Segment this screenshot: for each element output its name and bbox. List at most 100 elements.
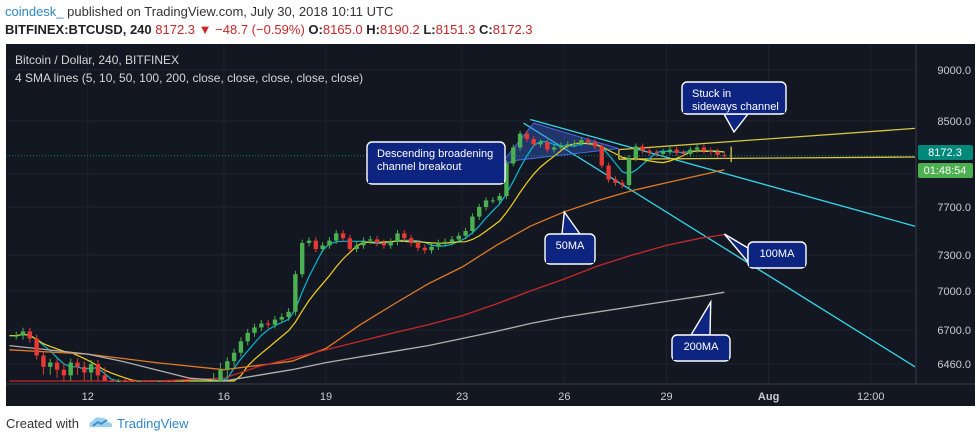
candle-body (334, 233, 339, 241)
candle-body (48, 362, 53, 367)
candle-body (667, 149, 673, 152)
candle-body (402, 233, 407, 239)
candle-body (654, 152, 659, 154)
candle-body (95, 364, 101, 376)
candle-body (27, 331, 33, 339)
candle-body (20, 331, 26, 336)
candle-body (688, 149, 693, 154)
y-tick-label: 7700.0 (937, 202, 971, 214)
candle-body (660, 151, 666, 154)
candle-body (129, 381, 135, 382)
candle-body (483, 200, 489, 207)
channel-lines (498, 118, 916, 368)
candle-body (41, 355, 46, 367)
candle-body (429, 246, 434, 251)
ma100-callout-cover (749, 254, 805, 267)
candle-body (306, 240, 312, 243)
candle-body (265, 323, 271, 325)
candle-body (408, 238, 414, 243)
x-tick-label: 29 (660, 391, 672, 403)
candle-body (708, 150, 713, 152)
y-tick-label: 8500.0 (937, 116, 971, 128)
sma-200-line (9, 291, 725, 382)
candle-body (415, 243, 421, 248)
breakout-callout-text: Descending broadening (377, 148, 493, 160)
candle-body (102, 375, 107, 381)
quote-line: BITFINEX:BTCUSD, 240 8172.3 ▼ −48.7 (−0.… (5, 22, 533, 37)
candle-body (715, 151, 720, 155)
candle-body (197, 381, 203, 382)
broadening-lower-line (523, 122, 916, 368)
candle-body (286, 311, 291, 317)
candle-body (313, 240, 319, 249)
candle-body (299, 243, 305, 275)
candle-body (109, 381, 114, 382)
last-price-badge: 8172.3 (928, 147, 962, 159)
sideways-upper-line (618, 127, 916, 151)
stuck-callout-text: Stuck in (692, 88, 731, 100)
candle-body (640, 146, 645, 151)
y-tick-label: 7000.0 (937, 286, 971, 298)
chart-panel[interactable]: Descending broadening channel breakout Stu… (6, 44, 975, 406)
sma-lines (9, 140, 725, 382)
y-tick-label: 9000.0 (937, 65, 971, 77)
candle-body (170, 381, 176, 382)
candle-body (122, 381, 128, 382)
candle-body (545, 142, 550, 150)
publish-line: coindesk_ published on TradingView.com, … (5, 4, 393, 19)
candle-body (204, 381, 210, 382)
candle-body (674, 149, 679, 153)
candle-body (157, 381, 162, 382)
close-label: C: (479, 22, 493, 37)
candle-body (517, 133, 523, 148)
candle-body (470, 216, 475, 231)
symbol-label: BITFINEX:BTCUSD, 240 (5, 22, 152, 37)
countdown-badge-box (918, 163, 973, 178)
candle-body (82, 366, 87, 373)
tradingview-link[interactable]: TradingView (117, 416, 189, 431)
candle-body (259, 323, 264, 328)
candle-body (477, 207, 482, 217)
high-label: H: (366, 22, 380, 37)
x-tick-label: 12 (82, 391, 94, 403)
footer: Created with TradingView (0, 406, 975, 441)
sideways-lower-line (618, 156, 916, 160)
candle-body (626, 158, 632, 185)
candle-body (436, 243, 441, 247)
candle-body (252, 327, 257, 333)
candle-body (279, 317, 284, 320)
tradingview-logo-icon (89, 417, 113, 427)
candle-body (606, 165, 611, 180)
breakout-highlight (498, 122, 619, 167)
ma100-callout-text: 100MA (760, 248, 796, 260)
sma-10-line (9, 142, 725, 382)
candle-body (497, 196, 502, 201)
candle-body (231, 352, 237, 362)
chart-title: Bitcoin / Dollar, 240, BITFINEX (15, 53, 179, 67)
last-price: 8172.3 (155, 22, 196, 37)
time-axis-background (6, 384, 975, 406)
candle-body (579, 140, 584, 144)
ma50-callout-cover (546, 250, 594, 263)
open-value: 8165.0 (322, 22, 363, 37)
candle-body (490, 200, 496, 202)
candle-body (238, 341, 244, 353)
x-axis[interactable]: 12 16 19 23 26 29 Aug 12:00 (82, 391, 885, 403)
candle-body (14, 335, 19, 337)
candle-body (551, 147, 557, 150)
x-tick-label: 26 (558, 391, 570, 403)
breakout-callout-text: channel breakout (377, 161, 461, 173)
price-change: −48.7 (−0.59%) (215, 22, 305, 37)
candle-body (422, 247, 427, 251)
y-tick-label: 6460.0 (937, 359, 971, 371)
candle-body (75, 362, 80, 367)
candle-body (184, 381, 189, 382)
candle-body (354, 245, 359, 249)
candle-body (558, 145, 564, 148)
candle-body (395, 233, 400, 242)
author-link[interactable]: coindesk_ (5, 4, 64, 19)
candle-body (245, 332, 250, 342)
candle-body (585, 140, 591, 143)
